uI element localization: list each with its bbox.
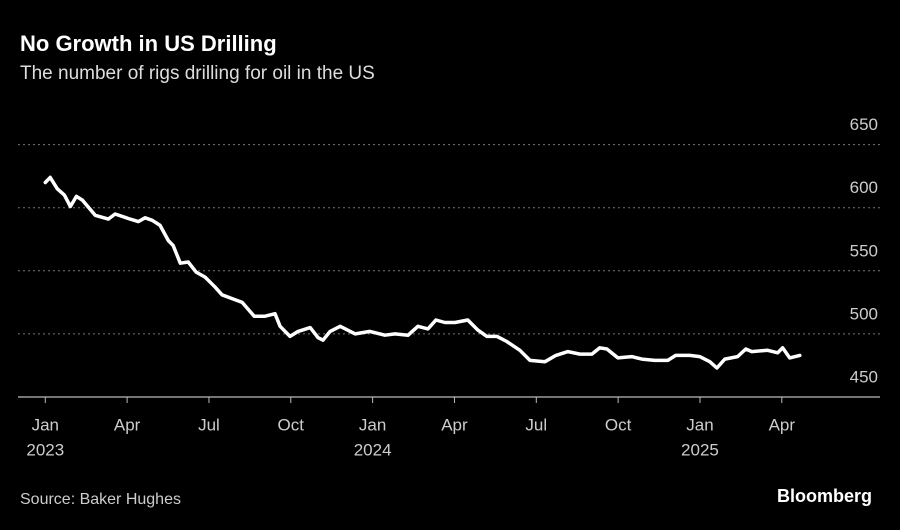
x-tick-label: Jul [525,415,547,434]
x-tick-label: Jul [198,415,220,434]
x-tick-label: Apr [769,415,796,434]
x-tick-label: Jan [359,415,386,434]
y-tick-label: 650 [850,115,878,134]
x-tick-label: Oct [605,415,632,434]
source: Source: Baker Hughes [20,491,181,508]
x-year-label: 2023 [26,440,64,459]
y-tick-label: 450 [850,367,878,386]
chart-title: No Growth in US Drilling [20,31,277,56]
x-year-label: 2025 [681,440,719,459]
x-year-label: 2024 [354,440,392,459]
brand: Bloomberg [777,486,872,506]
x-tick-label: Apr [441,415,468,434]
data-line [43,175,802,370]
x-tick-label: Oct [278,415,305,434]
y-tick-label: 600 [850,178,878,197]
x-tick-label: Apr [114,415,141,434]
chart-subtitle: The number of rigs drilling for oil in t… [20,63,375,84]
y-tick-label: 550 [850,241,878,260]
x-tick-label: Jan [686,415,713,434]
x-tick-label: Jan [32,415,59,434]
y-tick-label: 500 [850,304,878,323]
